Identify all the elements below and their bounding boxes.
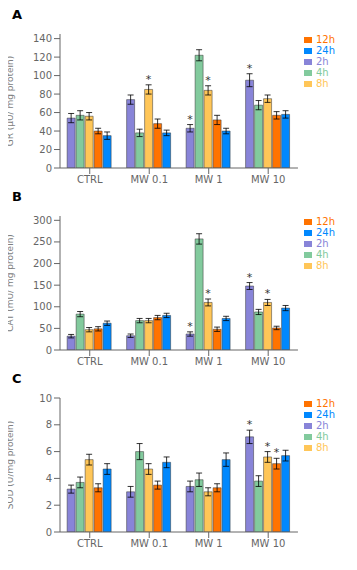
svg-text:MW 10: MW 10 — [251, 174, 285, 185]
svg-text:250: 250 — [33, 236, 52, 247]
svg-text:100: 100 — [33, 301, 52, 312]
html-text:C: C — [12, 371, 22, 386]
svg-text:*: * — [187, 113, 193, 126]
svg-text:*: * — [265, 440, 271, 453]
html-text:8h: 8h — [315, 78, 329, 89]
svg-text:MW 10: MW 10 — [251, 356, 285, 367]
svg-text:*: * — [146, 73, 152, 86]
html-text:24h: 24h — [315, 409, 335, 420]
html-text:2h: 2h — [315, 56, 329, 67]
html-text:24h: 24h — [315, 227, 335, 238]
html-text:A: A — [12, 7, 23, 22]
svg-text:6: 6 — [46, 446, 52, 457]
html-text:8h: 8h — [315, 442, 329, 453]
svg-text:0: 0 — [46, 527, 52, 538]
svg-text:*: * — [205, 287, 211, 300]
svg-text:*: * — [247, 418, 253, 431]
svg-text:10: 10 — [39, 393, 52, 404]
svg-text:0: 0 — [46, 345, 52, 356]
svg-text:60: 60 — [39, 107, 52, 118]
html-text:12h: 12h — [315, 398, 335, 409]
html-text:24h: 24h — [315, 45, 335, 56]
html-text:4h: 4h — [315, 431, 329, 442]
svg-text:*: * — [247, 271, 253, 284]
svg-text:140: 140 — [33, 33, 52, 44]
svg-text:40: 40 — [39, 126, 52, 137]
svg-text:120: 120 — [33, 52, 52, 63]
svg-text:MW 0.1: MW 0.1 — [130, 538, 168, 549]
svg-text:MW 1: MW 1 — [195, 356, 223, 367]
svg-text:8: 8 — [46, 419, 52, 430]
html-text:2h: 2h — [315, 238, 329, 249]
html-text:4h: 4h — [315, 67, 329, 78]
svg-text:50: 50 — [39, 323, 52, 334]
svg-text:80: 80 — [39, 89, 52, 100]
svg-text:CAT (mU/ mg protein): CAT (mU/ mg protein) — [8, 234, 15, 332]
svg-text:200: 200 — [33, 258, 52, 269]
svg-text:CTRL: CTRL — [77, 538, 103, 549]
svg-text:2: 2 — [46, 500, 52, 511]
svg-text:*: * — [274, 446, 280, 459]
svg-text:150: 150 — [33, 280, 52, 291]
html-text:2h: 2h — [315, 420, 329, 431]
html-text:12h: 12h — [315, 34, 335, 45]
svg-text:MW 1: MW 1 — [195, 174, 223, 185]
svg-text:100: 100 — [33, 70, 52, 81]
svg-text:SOD (U/mg protein): SOD (U/mg protein) — [8, 421, 15, 510]
svg-text:*: * — [247, 62, 253, 75]
svg-text:*: * — [265, 287, 271, 300]
svg-text:4: 4 — [46, 473, 52, 484]
svg-text:MW 0.1: MW 0.1 — [130, 356, 168, 367]
svg-text:*: * — [187, 320, 193, 333]
svg-text:0: 0 — [46, 163, 52, 174]
svg-text:*: * — [205, 74, 211, 87]
svg-text:MW 10: MW 10 — [251, 538, 285, 549]
svg-text:300: 300 — [33, 215, 52, 226]
svg-text:GR (μU/ mg protein): GR (μU/ mg protein) — [8, 56, 15, 147]
svg-text:20: 20 — [39, 144, 52, 155]
svg-text:CTRL: CTRL — [77, 174, 103, 185]
html-text:12h: 12h — [315, 216, 335, 227]
svg-text:MW 0.1: MW 0.1 — [130, 174, 168, 185]
html-text:4h: 4h — [315, 249, 329, 260]
svg-text:MW 1: MW 1 — [195, 538, 223, 549]
html-text:B: B — [12, 189, 22, 204]
html-text:8h: 8h — [315, 260, 329, 271]
svg-text:CTRL: CTRL — [77, 356, 103, 367]
